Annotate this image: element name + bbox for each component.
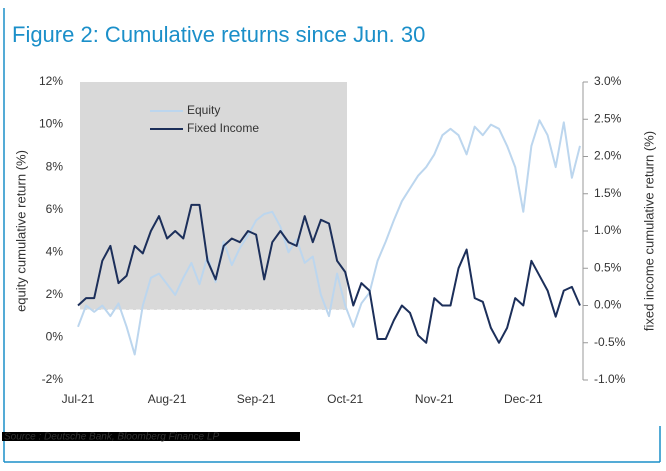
x-tick-label: Aug-21 xyxy=(148,392,187,406)
y2-axis-title: fixed income cumulative return (%) xyxy=(641,131,656,331)
series-line xyxy=(77,203,581,344)
x-tick-label: Dec-21 xyxy=(504,392,543,406)
y2-tick-label: 3.0% xyxy=(594,74,622,88)
y2-tick-label: 0.5% xyxy=(594,260,622,274)
y-tick-label: 8% xyxy=(46,159,64,173)
x-tick-label: Sep-21 xyxy=(237,392,276,406)
chart-title: Figure 2: Cumulative returns since Jun. … xyxy=(12,22,425,47)
shaded-region xyxy=(80,82,347,310)
y2-tick-label: 0.0% xyxy=(594,298,622,312)
series-line xyxy=(77,119,581,356)
y2-tick-label: 1.0% xyxy=(594,223,622,237)
legend-label: Equity xyxy=(187,103,220,117)
x-tick-label: Nov-21 xyxy=(415,392,454,406)
y2-tick-label: 2.5% xyxy=(594,111,622,125)
y2-tick-label: 1.5% xyxy=(594,186,622,200)
x-tick-label: Jul-21 xyxy=(62,392,95,406)
y-tick-label: 6% xyxy=(46,202,64,216)
source-redaction xyxy=(2,432,300,441)
legend-label: Fixed Income xyxy=(187,121,259,135)
y-tick-label: 12% xyxy=(39,74,63,88)
y-tick-label: 2% xyxy=(46,287,64,301)
y-tick-label: -2% xyxy=(42,372,64,386)
y-tick-label: 0% xyxy=(46,330,64,344)
y-tick-label: 10% xyxy=(39,117,63,131)
y-tick-label: 4% xyxy=(46,244,64,258)
x-tick-label: Oct-21 xyxy=(327,392,363,406)
y2-tick-label: 2.0% xyxy=(594,149,622,163)
source: Source : Deutsche Bank, Bloomberg Financ… xyxy=(4,432,219,443)
y-axis-title: equity cumulative return (%) xyxy=(13,150,28,312)
y2-tick-label: -1.0% xyxy=(594,372,626,386)
y2-tick-label: -0.5% xyxy=(594,335,626,349)
